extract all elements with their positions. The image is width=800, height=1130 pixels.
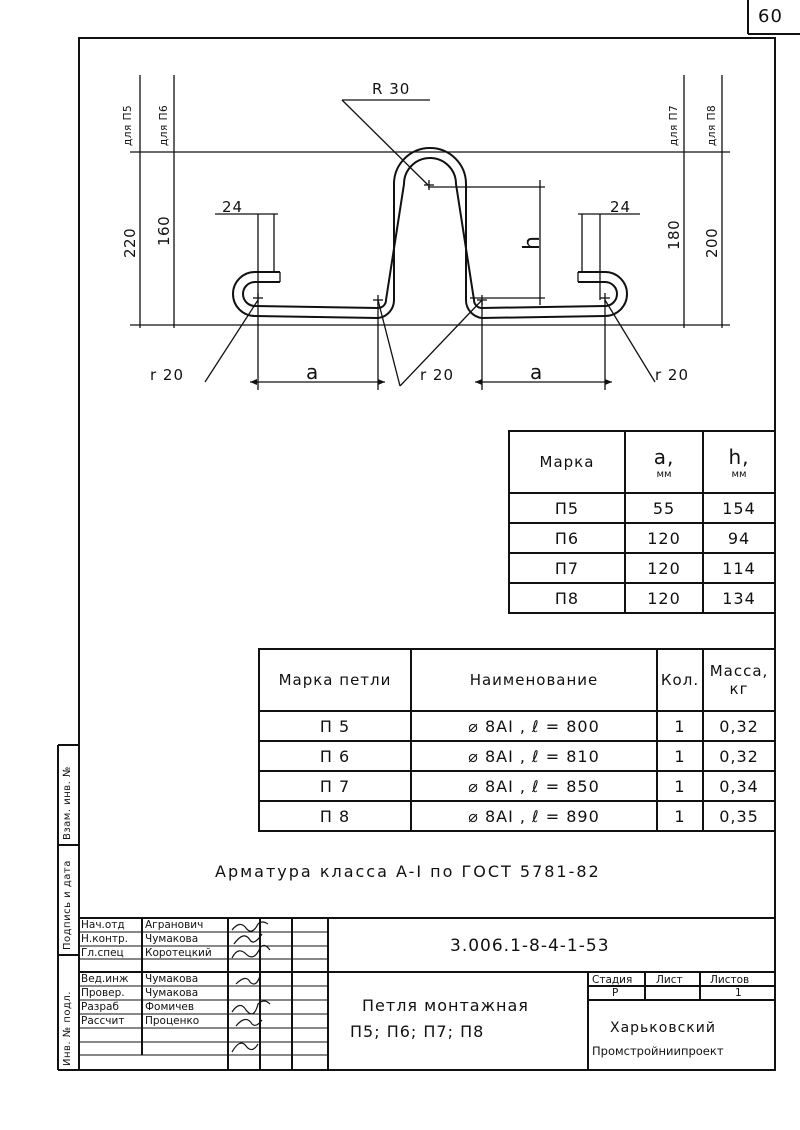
table-row: П 7 ⌀ 8AI , ℓ = 850 1 0,34: [258, 770, 776, 802]
dims-header-h: h, мм: [702, 430, 776, 494]
side-label-inv-orig: Инв. № подл.: [62, 991, 73, 1066]
spec-mark-cell: П 5: [258, 710, 412, 742]
table-row: П 5 ⌀ 8AI , ℓ = 800 1 0,32: [258, 710, 776, 742]
dim-24-left: 24: [222, 198, 244, 216]
table-row: П 6 ⌀ 8AI , ℓ = 810 1 0,32: [258, 740, 776, 772]
table-row: П7 120 114: [508, 552, 776, 584]
sheets-value: 1: [735, 987, 742, 999]
dims-header-a: a, мм: [624, 430, 704, 494]
stage-label: Стадия: [592, 974, 633, 986]
name-cell: Чумакова: [145, 987, 199, 999]
dim-220: 220: [121, 227, 139, 258]
name-cell: Чумакова: [145, 933, 199, 945]
specification-table: Марка петли Наименование Кол. Масса, кг …: [258, 648, 776, 832]
dimensions-table: Марка a, мм h, мм П5 55 154 П6 120 94 П7…: [508, 430, 776, 614]
page-number: 60: [758, 6, 783, 27]
dims-h-cell: 114: [702, 552, 776, 584]
spec-mark-cell: П 7: [258, 770, 412, 802]
for-p6-label: для П6: [158, 104, 170, 146]
role-cell: Рассчит: [81, 1015, 125, 1027]
dim-180: 180: [665, 219, 683, 250]
dims-header-mark: Марка: [508, 430, 626, 494]
side-label-vzam-inv: Взам. инв. №: [62, 766, 73, 840]
for-p7-label: для П7: [668, 104, 680, 146]
spec-name-cell: ⌀ 8AI , ℓ = 810: [410, 740, 658, 772]
dims-h-cell: 134: [702, 582, 776, 614]
role-cell: Вед.инж: [81, 973, 129, 985]
dims-mark-cell: П5: [508, 492, 626, 524]
spec-mass-cell: 0,35: [702, 800, 776, 832]
dims-h-cell: 154: [702, 492, 776, 524]
role-cell: Разраб: [81, 1001, 119, 1013]
spec-header-mark: Марка петли: [258, 648, 412, 712]
side-label-sign-date: Подпись и дата: [62, 860, 73, 950]
spec-header-qty: Кол.: [656, 648, 704, 712]
dims-mark-cell: П7: [508, 552, 626, 584]
signature-scribbles: [231, 921, 271, 1053]
radius-top-label: R 30: [372, 80, 411, 98]
spec-mark-cell: П 6: [258, 740, 412, 772]
role-cell: Нач.отд: [81, 919, 125, 931]
spec-qty-cell: 1: [656, 740, 704, 772]
dim-a-left: a: [306, 360, 320, 384]
table-row: П5 55 154: [508, 492, 776, 524]
document-code: 3.006.1-8-4-1-53: [450, 936, 610, 956]
r20-mid-label: r 20: [420, 366, 455, 384]
table-row: П 8 ⌀ 8AI , ℓ = 890 1 0,35: [258, 800, 776, 832]
drawing-title-line2: П5; П6; П7; П8: [350, 1022, 485, 1041]
dim-a-right: a: [530, 360, 544, 384]
name-cell: Агранович: [145, 919, 204, 931]
spec-name-cell: ⌀ 8AI , ℓ = 800: [410, 710, 658, 742]
dims-a-cell: 120: [624, 522, 704, 554]
for-p8-label: для П8: [706, 104, 718, 146]
organization-line1: Харьковский: [610, 1020, 716, 1036]
spec-qty-cell: 1: [656, 770, 704, 802]
spec-mass-cell: 0,34: [702, 770, 776, 802]
spec-name-cell: ⌀ 8AI , ℓ = 890: [410, 800, 658, 832]
dims-a-cell: 120: [624, 582, 704, 614]
name-cell: Коротецкий: [145, 947, 212, 959]
sheet-label: Лист: [656, 974, 683, 986]
spec-name-cell: ⌀ 8AI , ℓ = 850: [410, 770, 658, 802]
dims-a-cell: 55: [624, 492, 704, 524]
table-row: П6 120 94: [508, 522, 776, 554]
role-cell: Н.контр.: [81, 933, 128, 945]
role-cell: Провер.: [81, 987, 125, 999]
spec-mass-cell: 0,32: [702, 710, 776, 742]
for-p5-label: для П5: [122, 104, 134, 146]
dim-200: 200: [703, 227, 721, 258]
reinforcement-note: Арматура класса A-I по ГОСТ 5781-82: [215, 862, 601, 881]
name-cell: Фомичев: [145, 1001, 195, 1013]
spec-mass-cell: 0,32: [702, 740, 776, 772]
dims-h-cell: 94: [702, 522, 776, 554]
organization-line2: Промстройниипроект: [592, 1044, 724, 1058]
stage-value: Р: [612, 987, 619, 999]
dim-24-right: 24: [610, 198, 632, 216]
role-cell: Гл.спец: [81, 947, 124, 959]
dims-mark-cell: П6: [508, 522, 626, 554]
dims-a-cell: 120: [624, 552, 704, 584]
dim-h: h: [520, 235, 545, 250]
table-row: П8 120 134: [508, 582, 776, 614]
sheets-label: Листов: [710, 974, 750, 986]
spec-qty-cell: 1: [656, 800, 704, 832]
spec-qty-cell: 1: [656, 710, 704, 742]
spec-mark-cell: П 8: [258, 800, 412, 832]
name-cell: Проценко: [145, 1015, 200, 1027]
drawing-title-line1: Петля монтажная: [362, 996, 529, 1015]
r20-left-label: r 20: [150, 366, 185, 384]
spec-header-mass: Масса, кг: [702, 648, 776, 712]
r20-right-label: r 20: [655, 366, 690, 384]
spec-header-name: Наименование: [410, 648, 658, 712]
name-cell: Чумакова: [145, 973, 199, 985]
dim-160: 160: [155, 215, 173, 246]
dims-mark-cell: П8: [508, 582, 626, 614]
